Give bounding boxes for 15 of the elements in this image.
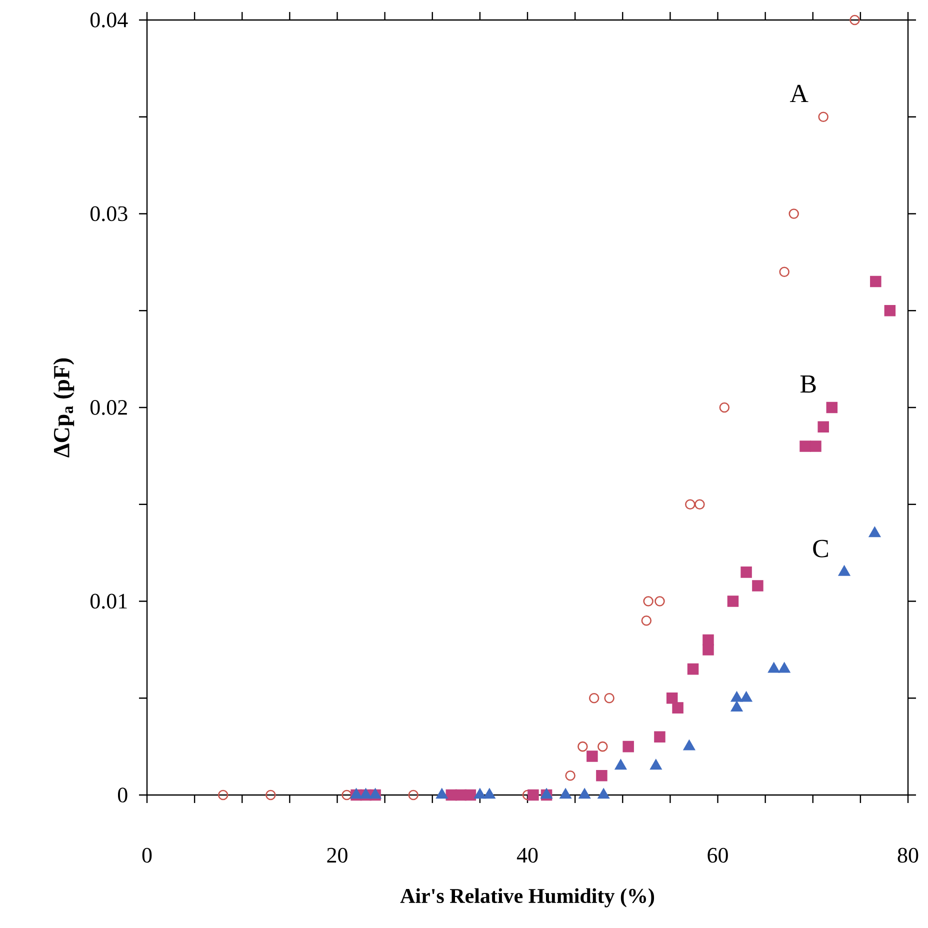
series-label: A bbox=[790, 84, 808, 102]
x-tick-label: 40 bbox=[516, 848, 538, 863]
series-label: B bbox=[800, 376, 816, 393]
series-label: C bbox=[813, 540, 828, 558]
y-tick-label: 0.01 bbox=[90, 594, 127, 609]
y-tick-label: 0 bbox=[118, 788, 128, 802]
y-tick-label: 0.03 bbox=[90, 206, 128, 222]
x-axis-title: Air's Relative Humidity (%) bbox=[400, 888, 654, 908]
x-tick-label: 0 bbox=[142, 848, 152, 863]
x-tick-label: 20 bbox=[327, 848, 348, 863]
y-tick-label: 0.04 bbox=[90, 12, 128, 28]
y-axis-title: ΔCp$_{a}$ (pF) bbox=[53, 358, 74, 458]
x-tick-label: 80 bbox=[898, 848, 918, 863]
y-tick-label: 0.02 bbox=[90, 400, 127, 415]
x-tick-label: 60 bbox=[708, 848, 728, 863]
